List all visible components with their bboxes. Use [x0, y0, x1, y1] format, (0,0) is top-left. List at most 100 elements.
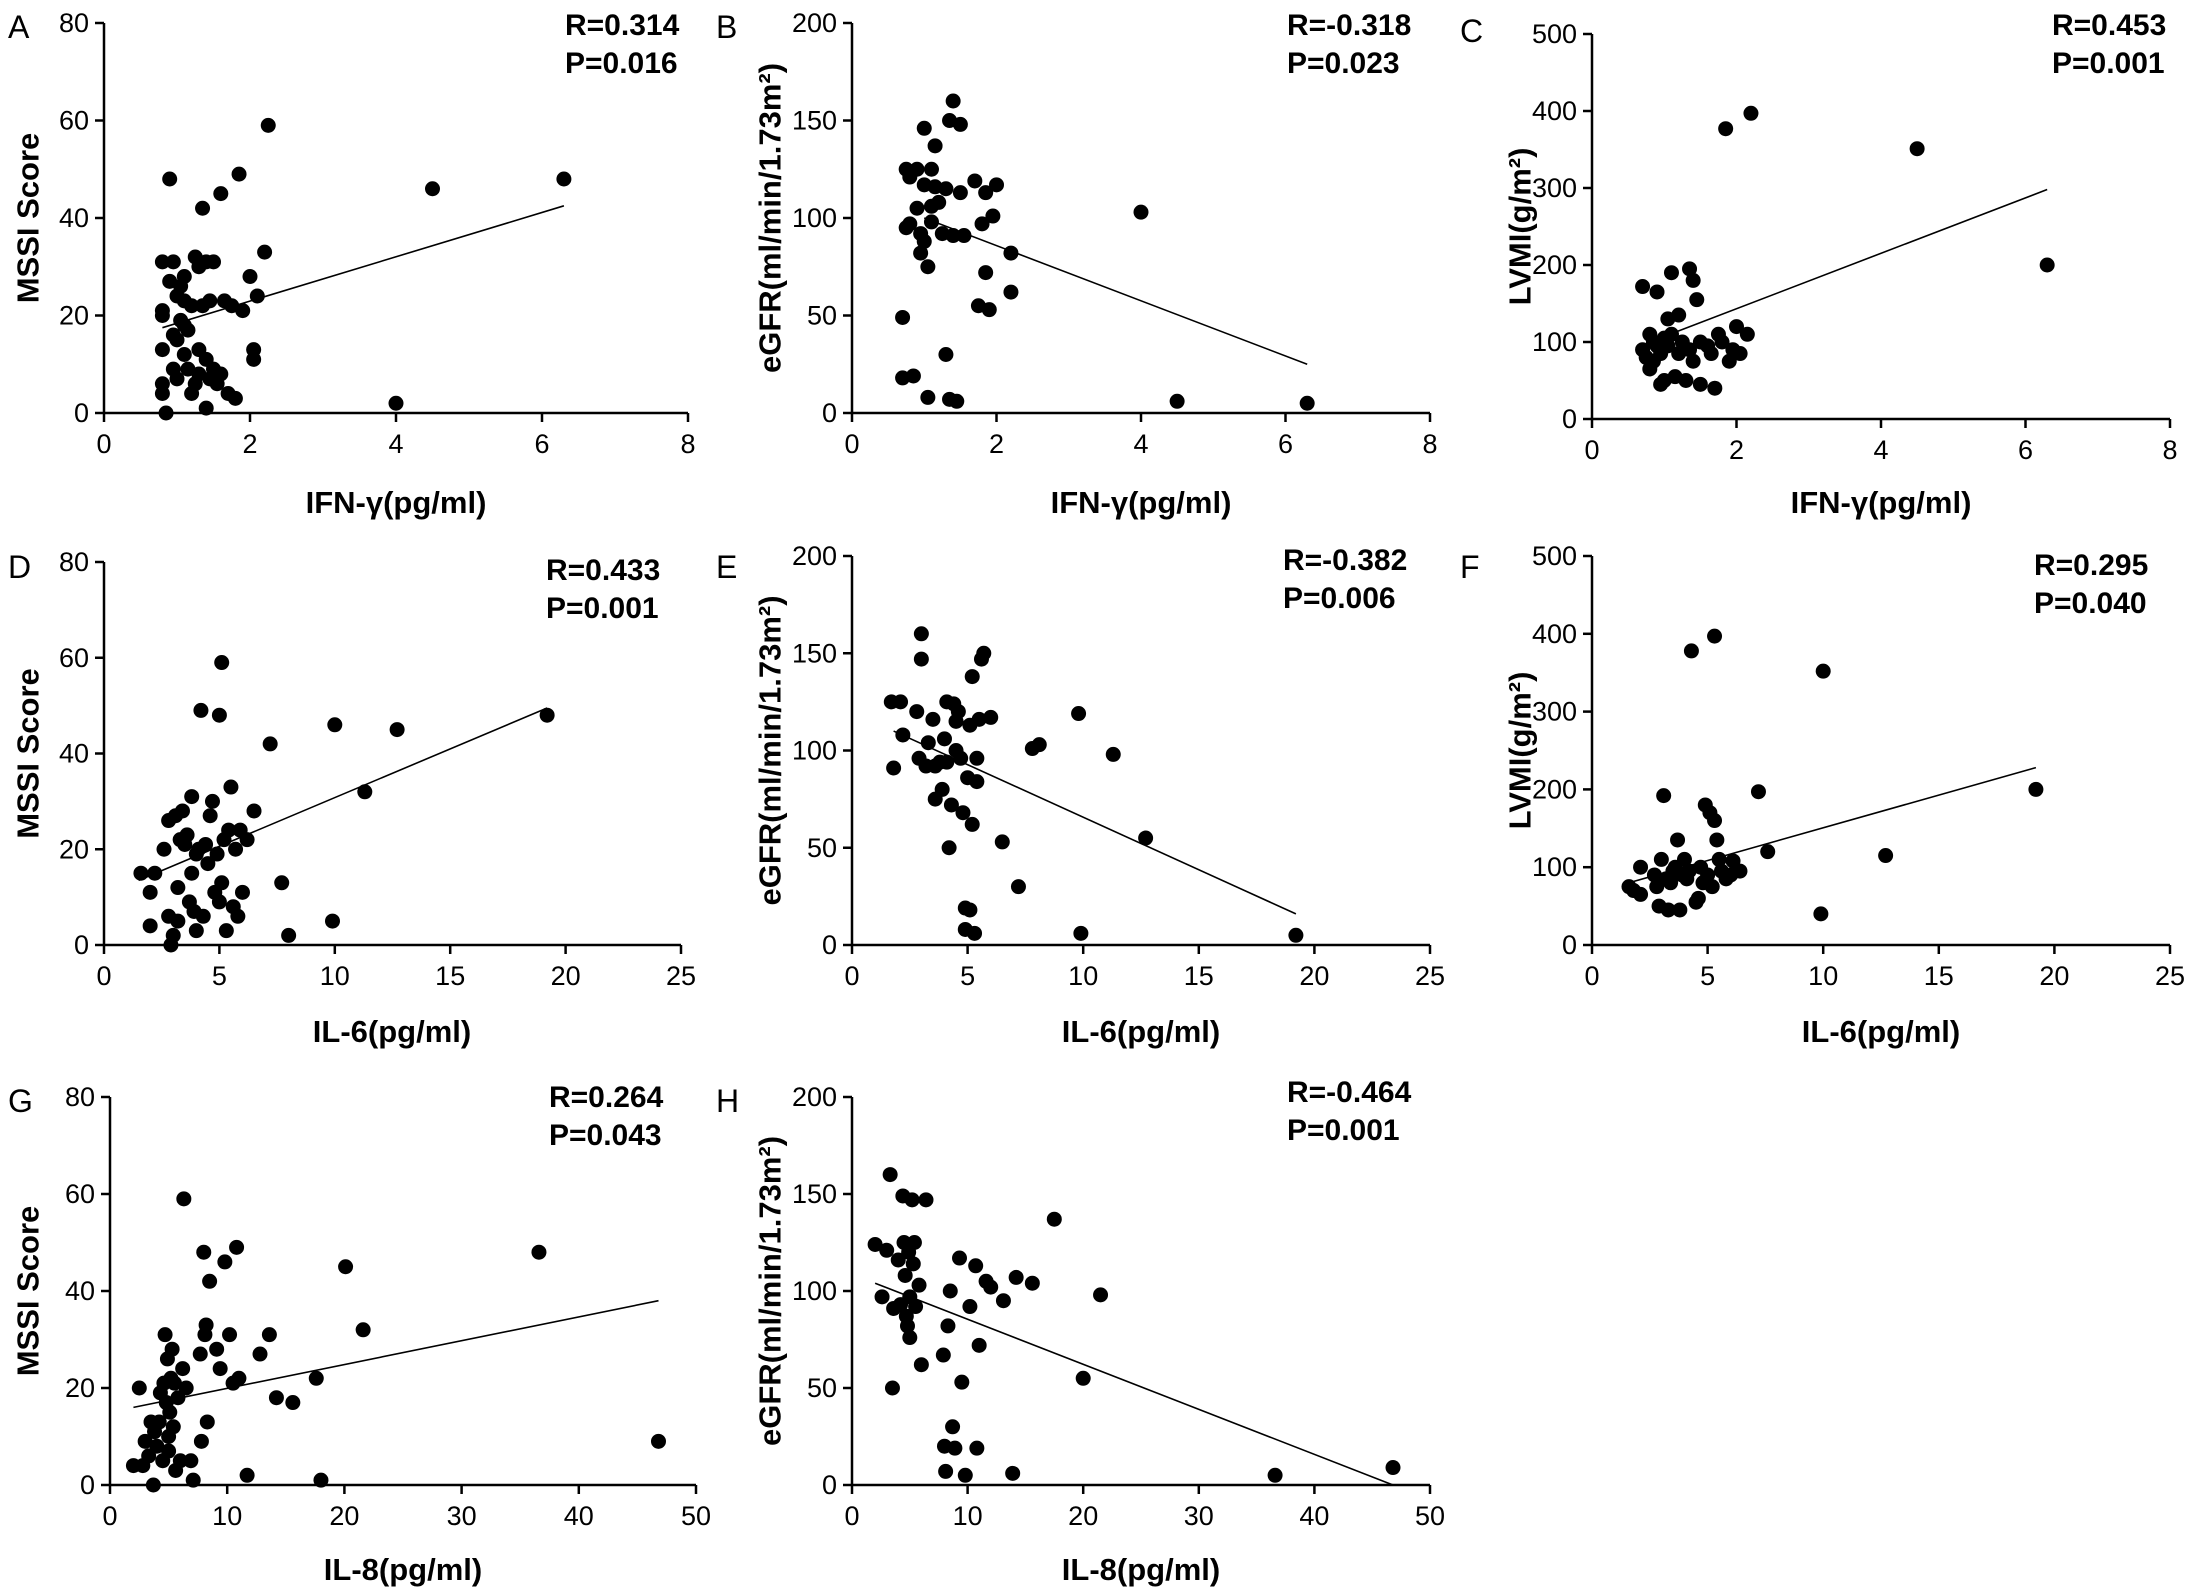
data-point [231, 1370, 247, 1386]
data-point [230, 908, 246, 924]
correlation-r: R=0.295 [2034, 549, 2148, 582]
data-point [1003, 284, 1019, 300]
data-point [1739, 326, 1755, 342]
data-point [170, 913, 186, 929]
y-axis-title: eGFR(ml/min/1.73m²) [753, 1136, 788, 1446]
data-point [252, 1346, 268, 1362]
panel-c: C 0 100 200 300 400 500 0 2 4 6 8 IFN-γ(pg/ml) LVMI(g… [1460, 9, 2178, 520]
data-point [1008, 1269, 1024, 1285]
data-point [1750, 784, 1766, 800]
data-point [1105, 746, 1121, 762]
data-point [909, 200, 925, 216]
data-point [978, 265, 994, 281]
data-point [1663, 326, 1679, 342]
data-point [1299, 395, 1315, 411]
data-point [184, 789, 200, 805]
data-point [165, 254, 181, 270]
data-point [923, 214, 939, 230]
data-point [176, 269, 192, 284]
x-tick-label: 0 [844, 1501, 859, 1531]
data-point [913, 245, 929, 261]
data-point [170, 880, 186, 896]
y-axis-title: MSSI Score [11, 668, 46, 839]
data-point [994, 834, 1010, 850]
p-value: P=0.001 [546, 592, 659, 625]
data-point [943, 797, 959, 813]
correlation-r: R=0.314 [565, 9, 680, 42]
data-point [157, 1327, 173, 1343]
data-point [142, 884, 158, 900]
data-point [920, 735, 936, 751]
x-tick-label: 6 [2018, 435, 2033, 465]
p-value: P=0.006 [1283, 582, 1396, 615]
x-tick-label: 0 [844, 961, 859, 991]
data-point [945, 1419, 961, 1435]
data-point [218, 923, 234, 939]
data-point [1635, 279, 1651, 295]
data-point [934, 781, 950, 797]
y-tick-label: 80 [59, 8, 89, 38]
data-point [920, 259, 936, 275]
data-point [308, 1370, 324, 1386]
data-point [955, 805, 971, 821]
data-point [983, 709, 999, 725]
x-axis-title: IL-8(pg/ml) [324, 1552, 482, 1587]
data-point [1707, 813, 1723, 829]
data-point [246, 803, 262, 819]
x-tick-label: 0 [96, 429, 111, 459]
panel-h: H 0 50 100 150 200 0 10 20 30 40 50 IL-8(pg/ml) eGFR(… [716, 1076, 1445, 1587]
data-point [976, 645, 992, 661]
data-point [938, 347, 954, 362]
x-tick-label: 5 [1700, 961, 1715, 991]
data-point [327, 717, 343, 733]
data-point [175, 1361, 191, 1377]
data-point [178, 1380, 194, 1396]
data-point [209, 846, 225, 862]
data-point [967, 173, 983, 189]
data-point [355, 1322, 371, 1338]
data-point [166, 1375, 182, 1391]
data-point [246, 351, 262, 367]
data-point [261, 1327, 277, 1343]
data-point [156, 841, 172, 857]
data-point [1711, 851, 1727, 867]
data-point [193, 702, 209, 718]
data-point [1703, 346, 1719, 362]
data-point [879, 1242, 895, 1258]
x-tick-label: 8 [2162, 435, 2177, 465]
data-point [906, 1235, 922, 1250]
data-point [1073, 925, 1089, 941]
data-point [916, 233, 932, 249]
x-tick-label: 25 [1415, 961, 1445, 991]
y-axis-title: MSSI Score [11, 1206, 46, 1377]
y-tick-label: 20 [59, 301, 89, 331]
data-point [1692, 376, 1708, 392]
correlation-r: R=-0.464 [1287, 1076, 1412, 1109]
y-tick-label: 80 [65, 1082, 95, 1112]
data-point [902, 1330, 918, 1346]
data-point [198, 1317, 214, 1333]
data-point [1683, 643, 1699, 659]
panel-letter: H [716, 1083, 739, 1119]
data-point [935, 1347, 951, 1363]
data-point [183, 1453, 199, 1469]
y-tick-label: 0 [1562, 404, 1577, 434]
data-point [1681, 863, 1697, 879]
data-point [154, 308, 170, 323]
p-value: P=0.016 [565, 47, 678, 80]
data-point [983, 1279, 999, 1295]
y-tick-label: 60 [59, 643, 89, 673]
data-point [137, 1433, 153, 1449]
x-axis-title: IFN-γ(pg/ml) [1791, 485, 1972, 520]
data-point [967, 925, 983, 941]
data-point [893, 694, 909, 710]
data-point [909, 704, 925, 720]
data-point [151, 1414, 167, 1430]
data-point [212, 1361, 228, 1377]
data-point [198, 836, 214, 852]
data-point [556, 171, 572, 187]
data-point [195, 200, 211, 216]
y-tick-label: 20 [59, 834, 89, 864]
x-tick-label: 40 [1299, 1501, 1329, 1531]
data-point [897, 1267, 913, 1283]
